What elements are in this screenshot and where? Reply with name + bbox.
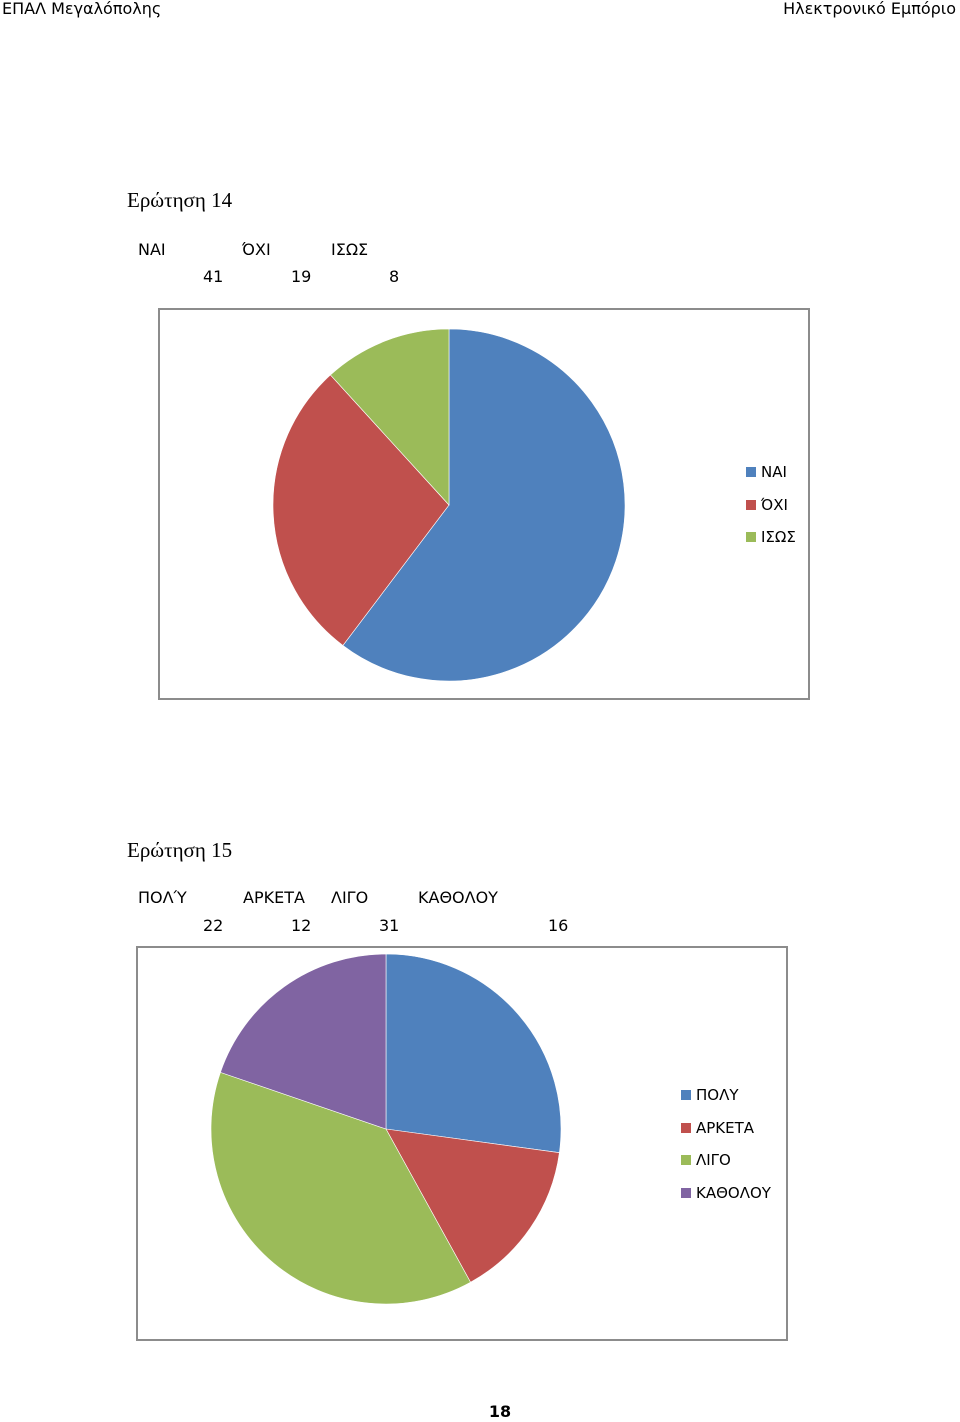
table-value: 12 [291,916,312,935]
table-header: ΌΧΙ [242,240,271,259]
legend-item: ΠΟΛΥ [681,1086,739,1104]
pie-chart-q14-plot [272,328,626,682]
legend-label: ΠΟΛΥ [696,1086,739,1104]
legend-item: ΝΑΙ [746,463,787,481]
table-value: 8 [389,267,400,286]
table-value: 31 [379,916,400,935]
table-header: ΛΙΓΟ [331,888,369,907]
pie-chart-q14: ΝΑΙ ΌΧΙ ΙΣΩΣ [158,308,810,700]
legend-label: ΝΑΙ [761,463,787,481]
legend-item: ΙΣΩΣ [746,528,796,546]
legend-swatch [681,1090,691,1100]
question-14-title: Ερώτηση 14 [127,188,233,212]
legend-swatch [681,1187,691,1198]
legend-swatch [746,499,756,510]
pie-slice [220,953,387,1130]
pie-chart-q15: ΠΟΛΥ ΑΡΚΕΤΑ ΛΙΓΟ ΚΑΘΟΛΟΥ [136,946,788,1341]
legend-label: ΛΙΓΟ [696,1151,731,1169]
legend-swatch [681,1155,691,1165]
legend-swatch [681,1122,691,1133]
legend-item: ΚΑΘΟΛΟΥ [681,1184,771,1202]
table-value: 41 [203,267,224,286]
pie-slice [385,953,562,1154]
legend-item: ΛΙΓΟ [681,1151,731,1169]
header-school: ΕΠΑΛ Μεγαλόπολης [2,0,162,18]
legend-item: ΑΡΚΕΤΑ [681,1119,754,1137]
header-subject: Ηλεκτρονικό Εμπόριο [783,0,956,18]
pie-slice [272,374,450,646]
table-value: 19 [291,267,312,286]
legend-swatch [746,467,756,477]
legend-label: ΚΑΘΟΛΟΥ [696,1183,771,1202]
legend-item: ΌΧΙ [746,496,788,514]
pie-slice [342,328,626,682]
pie-slice [385,1128,560,1283]
pie-chart-q15-plot [210,953,562,1305]
legend-swatch [746,532,756,542]
table-header: ΠΟΛΎ [138,888,187,907]
table-header: ΑΡΚΕΤΑ [243,888,305,907]
pie-slice [210,1071,471,1305]
legend-label: ΌΧΙ [761,495,788,514]
table-header: ΙΣΩΣ [331,240,369,259]
table-header: ΝΑΙ [138,240,166,259]
table-value: 16 [548,916,569,935]
legend-label: ΑΡΚΕΤΑ [696,1118,755,1137]
legend-label: ΙΣΩΣ [761,528,796,546]
table-value: 22 [203,916,224,935]
page-number: 18 [488,1402,512,1421]
pie-slice [330,328,450,506]
table-header: ΚΑΘΟΛΟΥ [418,888,498,907]
question-15-title: Ερώτηση 15 [127,838,233,862]
